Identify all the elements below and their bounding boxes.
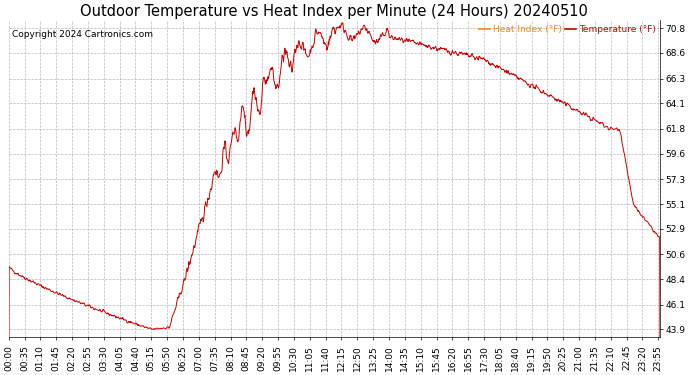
Text: Copyright 2024 Cartronics.com: Copyright 2024 Cartronics.com xyxy=(12,30,153,39)
Legend: Heat Index (°F), Temperature (°F): Heat Index (°F), Temperature (°F) xyxy=(479,25,656,34)
Title: Outdoor Temperature vs Heat Index per Minute (24 Hours) 20240510: Outdoor Temperature vs Heat Index per Mi… xyxy=(81,4,589,19)
